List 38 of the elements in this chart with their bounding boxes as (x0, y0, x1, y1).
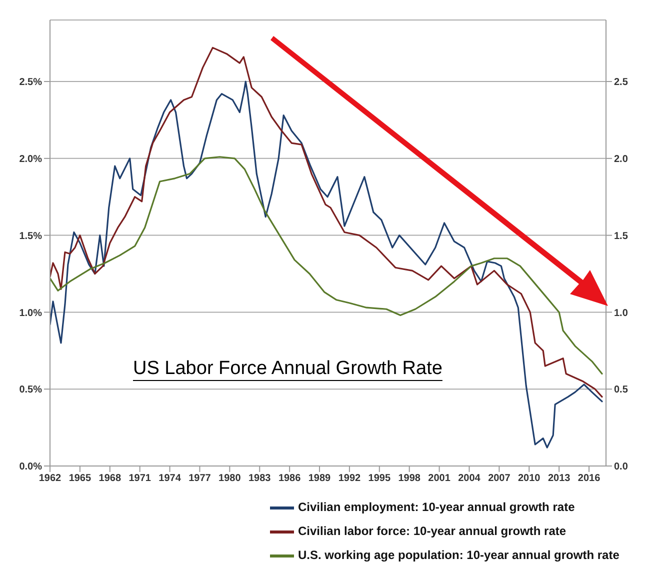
x-tick-label: 1968 (98, 473, 122, 484)
y2-tick-label: 1.5 (614, 230, 628, 242)
x-tick-label: 1980 (218, 473, 242, 484)
x-tick-label: 2004 (458, 473, 481, 484)
x-tick-label: 1965 (68, 473, 92, 484)
x-tick-label: 2007 (488, 473, 511, 484)
x-tick-label: 1986 (278, 473, 302, 484)
x-tick-label: 1995 (368, 473, 391, 484)
x-tick-label: 1998 (398, 473, 421, 484)
x-tick-label: 1971 (128, 473, 152, 484)
line-series (50, 156, 603, 375)
x-tick-label: 1974 (158, 473, 182, 484)
x-tick-label: 1962 (38, 473, 62, 484)
x-tick-label: 2001 (428, 473, 451, 484)
y-tick-label: 1.5% (19, 230, 42, 242)
x-tick-label: 1989 (308, 473, 332, 484)
y2-tick-label: 0.0 (614, 462, 628, 473)
y-tick-label: 2.5% (19, 77, 42, 88)
legend-label: Civilian labor force: 10-year annual growth rate (298, 524, 566, 538)
y2-tick-label: 0.5 (614, 384, 628, 396)
x-tick-label: 2013 (548, 473, 571, 484)
x-tick-label: 2016 (578, 473, 601, 484)
y2-tick-label: 2.5 (614, 77, 628, 88)
x-tick-label: 1977 (188, 473, 212, 484)
legend-label: U.S. working age population: 10-year annual growth rate (298, 548, 620, 562)
x-tick-label: 2010 (518, 473, 541, 484)
y2-tick-label: 1.0 (614, 308, 628, 319)
y2-tick-label: 2.0 (614, 154, 628, 165)
y-tick-label: 2.0% (19, 154, 42, 165)
y-tick-label: 0.0% (19, 462, 42, 473)
line-series (50, 80, 603, 448)
y-tick-label: 0.5% (19, 384, 42, 396)
x-tick-label: 1992 (338, 473, 362, 484)
line-series (50, 46, 603, 398)
text: US Labor Force Annual Growth Rate (133, 358, 442, 380)
y-tick-label: 1.0% (19, 308, 42, 319)
x-tick-label: 1983 (248, 473, 272, 484)
legend-label: Civilian employment: 10-year annual growth rate (298, 500, 575, 514)
